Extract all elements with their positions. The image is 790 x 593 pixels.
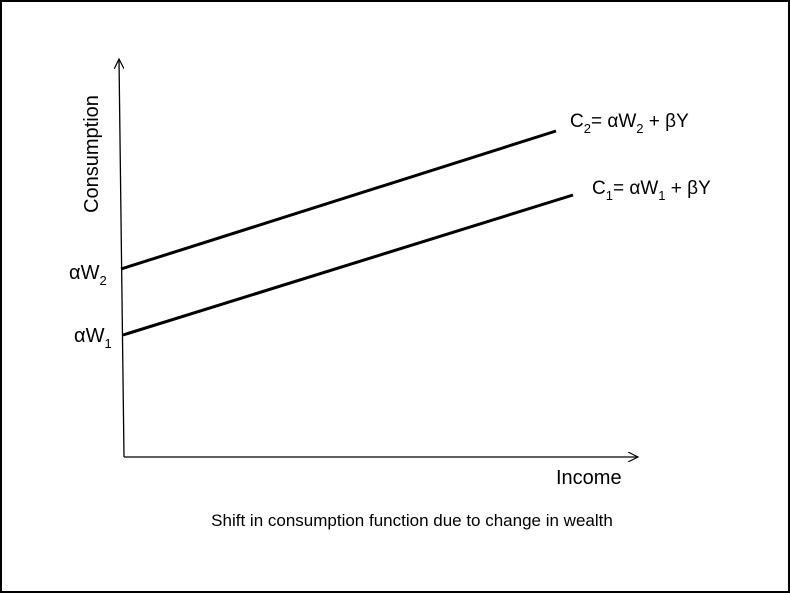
intercept-label-aw1: αW1 (74, 325, 112, 351)
x-axis-label: Income (556, 467, 622, 489)
y-axis (119, 59, 125, 458)
diagram-caption: Shift in consumption function due to cha… (211, 511, 613, 530)
equation-label-c1: C1= αW1 + βY (592, 178, 711, 203)
consumption-line-c1 (122, 193, 574, 337)
consumption-line-c2 (120, 129, 557, 271)
y-axis-label: Consumption (81, 95, 103, 213)
equation-label-c2: C2= αW2 + βY (570, 111, 689, 136)
intercept-label-aw2: αW2 (69, 262, 107, 288)
